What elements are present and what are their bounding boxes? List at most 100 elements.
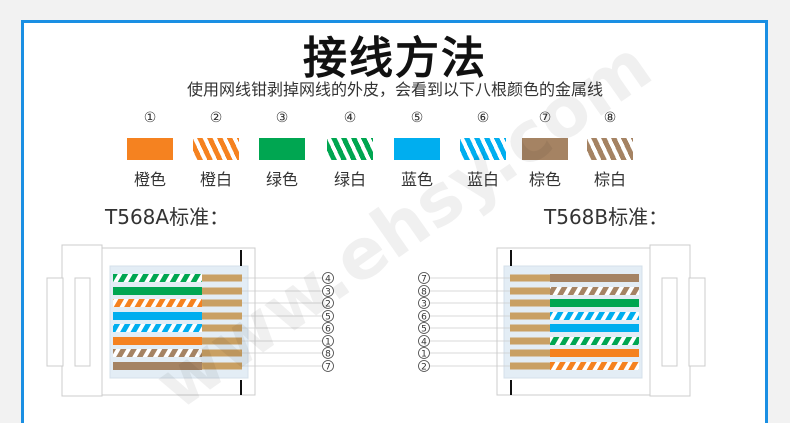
legend-item: ⑧ 棕白 bbox=[580, 110, 640, 190]
wire-1 bbox=[550, 349, 639, 357]
wire-8 bbox=[113, 349, 202, 357]
contact-mark bbox=[240, 250, 242, 266]
pin-label-circle bbox=[322, 285, 334, 297]
pin-label-circle bbox=[322, 297, 334, 309]
pin-label: 8 bbox=[421, 288, 427, 298]
legend-item: ⑤ 蓝色 bbox=[387, 110, 447, 190]
pin-label-circle bbox=[418, 322, 430, 334]
legend-label: 绿白 bbox=[333, 170, 366, 189]
legend-label: 棕色 bbox=[528, 170, 561, 189]
legend-number: ③ bbox=[275, 110, 289, 126]
legend-number: ⑤ bbox=[410, 110, 424, 126]
contact-mark bbox=[510, 250, 512, 266]
pin-label-circle bbox=[418, 272, 430, 284]
pin-label-circle bbox=[322, 335, 334, 347]
pin-label: 2 bbox=[325, 300, 331, 310]
pin-label-circle bbox=[322, 322, 334, 334]
plug-inner bbox=[109, 265, 249, 379]
latch-slot bbox=[74, 277, 91, 367]
t568a-label: T568A标准： bbox=[105, 205, 230, 229]
plug-inner bbox=[503, 265, 643, 379]
contact-pin bbox=[202, 362, 242, 370]
t568b-connector: 7 8 3 6 5 4 1 2 bbox=[418, 244, 706, 397]
contact-pin bbox=[510, 324, 550, 332]
pin-label: 7 bbox=[421, 275, 427, 285]
legend-number: ⑥ bbox=[476, 110, 490, 126]
legend-swatch bbox=[259, 138, 305, 160]
wire-4 bbox=[550, 337, 639, 345]
wire-7 bbox=[113, 362, 202, 370]
legend-item: ① 橙色 bbox=[120, 110, 180, 190]
wire-8 bbox=[550, 287, 639, 295]
contact-pin bbox=[202, 312, 242, 320]
pin-label-circle bbox=[418, 335, 430, 347]
t568a-connector: 4 3 2 5 6 1 8 7 bbox=[46, 244, 334, 397]
wire-2 bbox=[113, 299, 202, 307]
wire-5 bbox=[113, 312, 202, 320]
contact-pin bbox=[202, 274, 242, 282]
contact-mark bbox=[240, 380, 242, 395]
legend-item: ⑥ 蓝白 bbox=[453, 110, 513, 190]
pin-label: 7 bbox=[325, 363, 331, 373]
legend-label: 棕白 bbox=[593, 170, 626, 189]
wire-1 bbox=[113, 337, 202, 345]
wire-6 bbox=[113, 324, 202, 332]
pin-label: 6 bbox=[325, 325, 331, 335]
legend-number: ① bbox=[143, 110, 157, 126]
contact-pin bbox=[202, 324, 242, 332]
legend-label: 绿色 bbox=[265, 170, 298, 189]
pin-label: 1 bbox=[421, 350, 427, 360]
pin-label: 1 bbox=[325, 338, 331, 348]
legend-item: ③ 绿色 bbox=[252, 110, 312, 190]
contact-mark bbox=[510, 380, 512, 395]
pin-label: 3 bbox=[325, 288, 331, 298]
contact-pin bbox=[202, 299, 242, 307]
legend-label: 橙白 bbox=[199, 170, 232, 189]
pin-label-circle bbox=[418, 297, 430, 309]
contact-pin bbox=[510, 299, 550, 307]
contact-pin bbox=[202, 337, 242, 345]
pin-label: 8 bbox=[325, 350, 331, 360]
wire-3 bbox=[113, 287, 202, 295]
contact-pin bbox=[510, 312, 550, 320]
pin-label: 5 bbox=[421, 325, 427, 335]
legend-label: 蓝白 bbox=[466, 170, 499, 189]
pin-label: 2 bbox=[421, 363, 427, 373]
pin-label-circle bbox=[322, 360, 334, 372]
legend-number: ④ bbox=[343, 110, 357, 126]
legend-label: 蓝色 bbox=[400, 170, 433, 189]
contact-pin bbox=[510, 349, 550, 357]
legend-swatch bbox=[394, 138, 440, 160]
legend-swatch bbox=[460, 138, 506, 160]
legend-item: ② 橙白 bbox=[186, 110, 246, 190]
pin-label: 4 bbox=[325, 275, 331, 285]
subtitle: 使用网线钳剥掉网线的外皮，会看到以下八根颜色的金属线 bbox=[186, 80, 603, 99]
legend-swatch bbox=[587, 138, 633, 160]
latch-slot bbox=[661, 277, 678, 367]
pin-label: 4 bbox=[421, 338, 427, 348]
wire-6 bbox=[550, 312, 639, 320]
legend-number: ② bbox=[209, 110, 223, 126]
legend-swatch bbox=[127, 138, 173, 160]
legend-item: ⑦ 棕色 bbox=[515, 110, 575, 190]
contact-pin bbox=[510, 362, 550, 370]
contact-pin bbox=[510, 287, 550, 295]
legend-swatch bbox=[193, 138, 239, 160]
pin-label-circle bbox=[322, 272, 334, 284]
wire-4 bbox=[113, 274, 202, 282]
pin-label-circle bbox=[322, 347, 334, 359]
legend-number: ⑦ bbox=[538, 110, 552, 126]
pin-label-circle bbox=[418, 360, 430, 372]
pin-label: 5 bbox=[325, 313, 331, 323]
legend-swatch bbox=[522, 138, 568, 160]
pin-label-circle bbox=[418, 285, 430, 297]
wire-3 bbox=[550, 299, 639, 307]
latch-slot bbox=[46, 277, 64, 367]
pin-label-circle bbox=[418, 310, 430, 322]
pin-label: 6 bbox=[421, 313, 427, 323]
latch-slot bbox=[688, 277, 706, 367]
wire-5 bbox=[550, 324, 639, 332]
wire-2 bbox=[550, 362, 639, 370]
pin-label: 3 bbox=[421, 300, 427, 310]
legend-item: ④ 绿白 bbox=[320, 110, 380, 190]
